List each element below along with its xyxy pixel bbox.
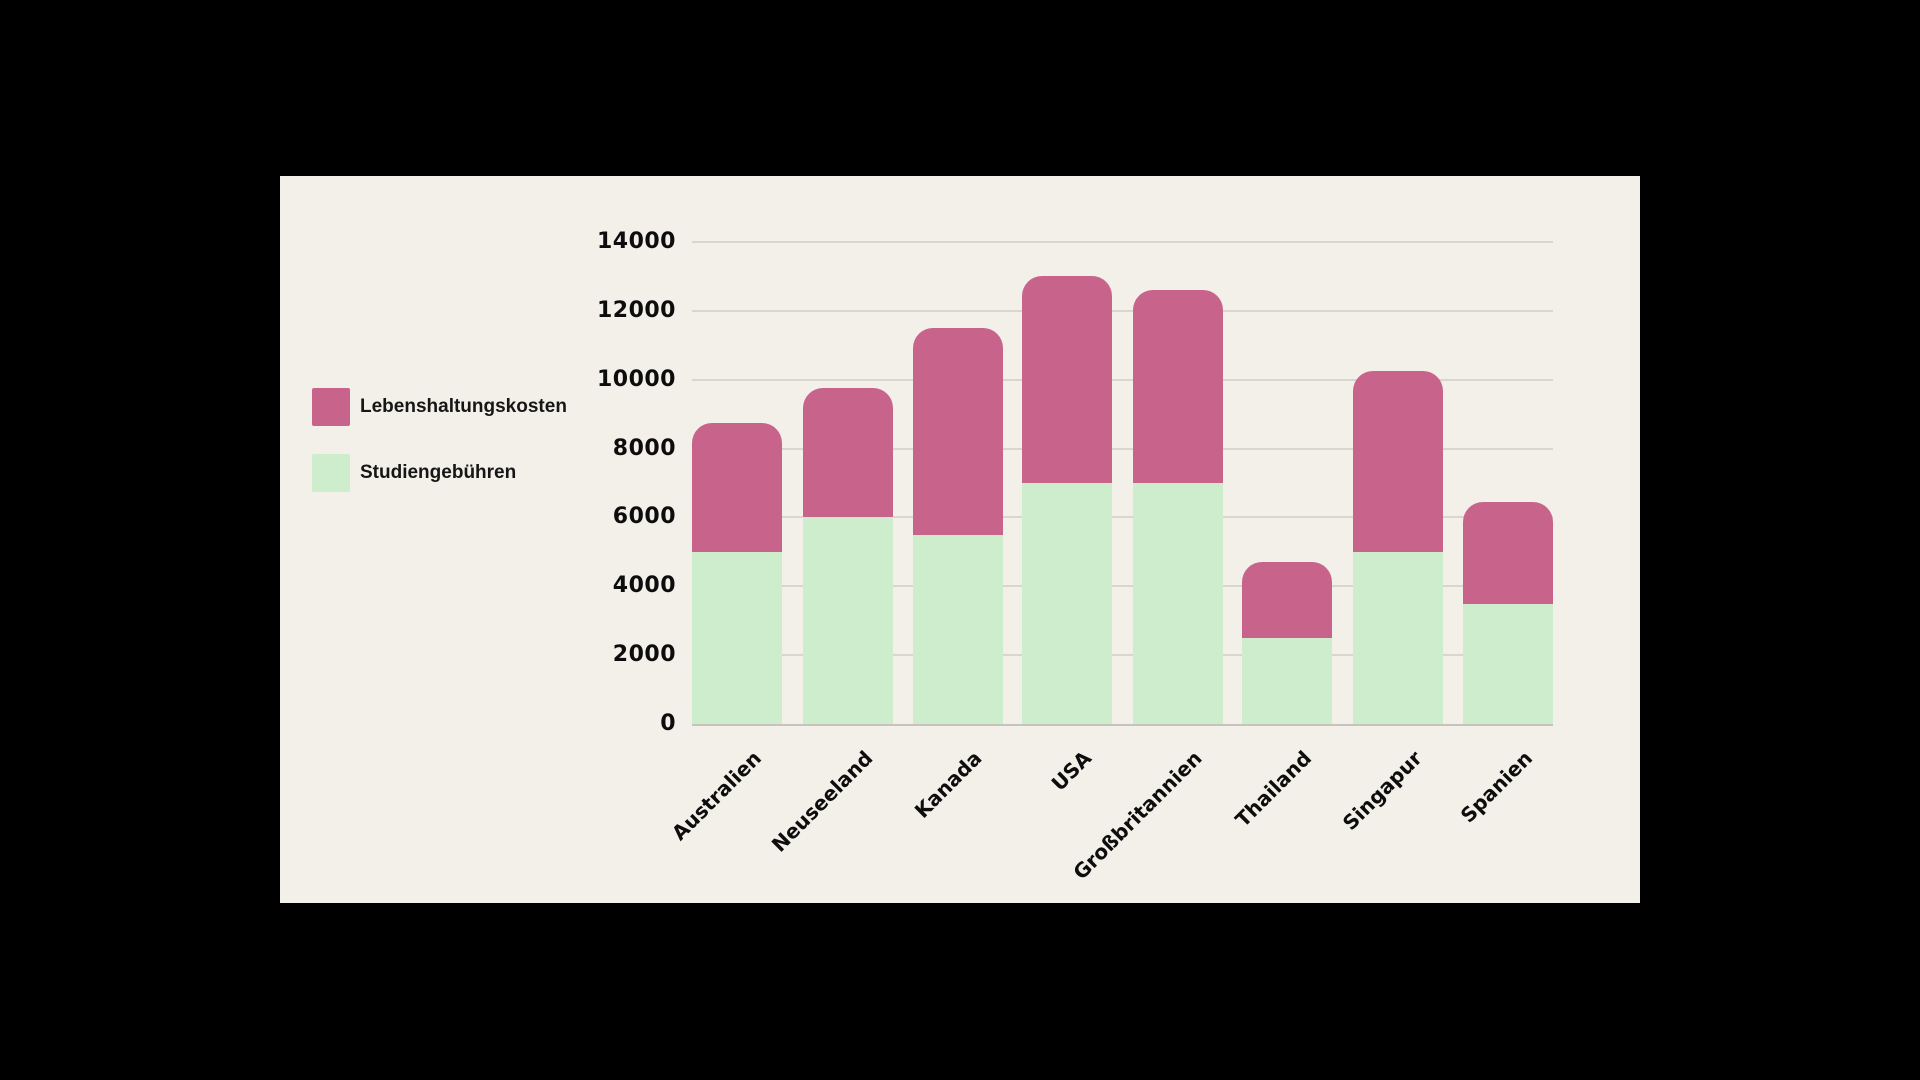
y-tick-label-0: 0 — [660, 711, 676, 736]
gridline-2000 — [692, 654, 1553, 657]
plot-area: 0 2000 4000 6000 8000 10000 12000 14000 Australi… — [280, 176, 1640, 903]
bar-segment-singapur-studiengebuehren — [1353, 552, 1443, 724]
x-axis-label-thailand: Thailand — [1230, 746, 1316, 832]
bar-segment-thailand-lebenshaltungskosten — [1242, 562, 1332, 638]
y-tick-label-14000: 14000 — [596, 229, 676, 254]
bar-segment-spanien-lebenshaltungskosten — [1463, 502, 1553, 604]
y-tick-label-10000: 10000 — [596, 366, 676, 392]
bar-segment-australien-studiengebuehren — [692, 552, 782, 724]
gridline-4000 — [692, 585, 1553, 588]
bar-segment-singapur-lebenshaltungskosten — [1353, 371, 1443, 552]
bar-segment-thailand-studiengebuehren — [1242, 638, 1332, 724]
gridline-10000 — [692, 378, 1553, 381]
bar-segment-großbritannien-lebenshaltungskosten — [1133, 290, 1223, 483]
bar-segment-usa-studiengebuehren — [1022, 483, 1112, 724]
gridline-14000 — [692, 241, 1553, 243]
x-axis-label-spanien: Spanien — [1455, 746, 1537, 828]
bar-segment-neuseeland-lebenshaltungskosten — [803, 388, 893, 517]
x-axis-label-kanada: Kanada — [910, 746, 987, 823]
x-axis-label-singapur: Singapur — [1338, 746, 1427, 835]
legend-label: Studiengebühren — [360, 462, 517, 483]
green-square-swatch-icon — [312, 454, 350, 492]
bar-segment-neuseeland-studiengebuehren — [803, 517, 893, 724]
legend-label: Lebenshaltungskosten — [360, 396, 567, 417]
gridline-12000 — [692, 309, 1553, 312]
pink-square-swatch-icon — [312, 388, 350, 426]
legend-item-lebenshaltungskosten: Lebenshaltungskosten — [312, 388, 567, 426]
y-tick-label-2000: 2000 — [612, 642, 676, 668]
gridline-8000 — [692, 447, 1553, 450]
legend-item-studiengebuehren: Studiengebühren — [312, 454, 567, 492]
bar-segment-kanada-lebenshaltungskosten — [913, 328, 1003, 535]
gridline-6000 — [692, 516, 1553, 519]
y-tick-label-8000: 8000 — [612, 435, 676, 461]
x-axis-label-australien: Australien — [666, 746, 766, 846]
legend: Lebenshaltungskosten Studiengebühren — [312, 388, 567, 520]
bar-segment-großbritannien-studiengebuehren — [1133, 483, 1223, 724]
bar-segment-spanien-studiengebuehren — [1463, 604, 1553, 724]
bar-segment-usa-lebenshaltungskosten — [1022, 276, 1112, 483]
bar-segment-kanada-studiengebuehren — [913, 535, 1003, 724]
x-axis-label-usa: USA — [1046, 746, 1096, 796]
y-tick-label-4000: 4000 — [612, 573, 676, 599]
y-tick-label-6000: 6000 — [612, 504, 676, 530]
chart-card: Lebenshaltungskosten Studiengebühren 0 20… — [280, 176, 1640, 903]
x-axis-line — [692, 724, 1553, 726]
y-tick-label-12000: 12000 — [596, 297, 676, 323]
x-axis-label-neuseeland: Neuseeland — [766, 746, 877, 857]
bar-segment-australien-lebenshaltungskosten — [692, 423, 782, 552]
